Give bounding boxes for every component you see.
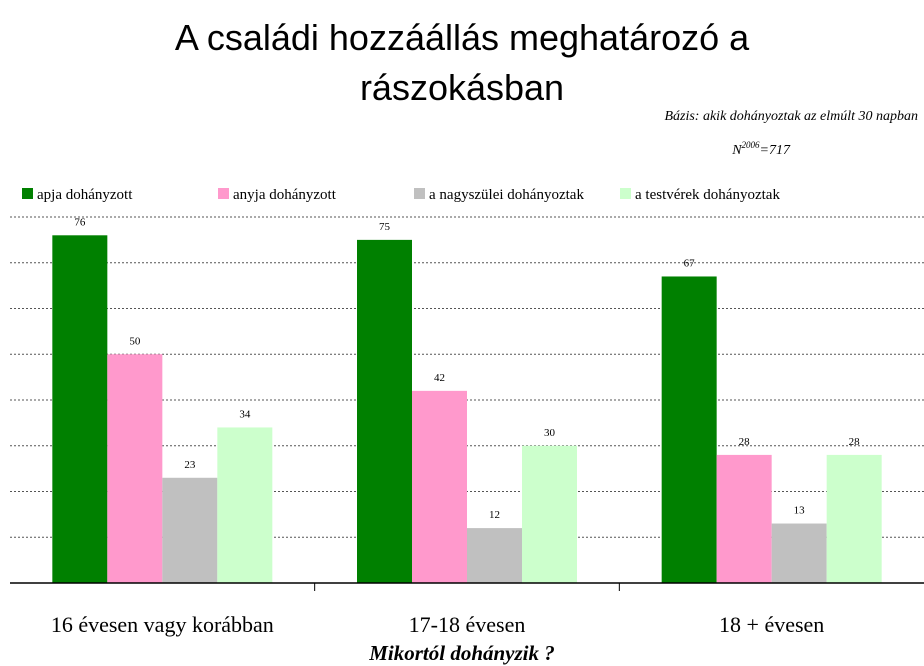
data-label: 34 bbox=[239, 408, 251, 420]
legend-swatch bbox=[22, 188, 33, 199]
legend-label: a testvérek dohányoztak bbox=[635, 187, 780, 203]
data-label: 30 bbox=[544, 427, 556, 439]
data-label: 13 bbox=[794, 505, 806, 517]
annotation: 2006 bbox=[742, 140, 761, 150]
legend-swatch bbox=[620, 188, 631, 199]
data-label: 42 bbox=[434, 372, 445, 384]
data-label: 50 bbox=[129, 335, 141, 347]
x-axis-label: Mikortól dohányzik ? bbox=[368, 641, 555, 665]
legend-swatch bbox=[414, 188, 425, 199]
annotation: =717 bbox=[760, 143, 791, 158]
chart-title: A családi hozzáállás meghatározó a bbox=[175, 17, 750, 58]
data-label: 67 bbox=[684, 257, 696, 269]
legend-label: a nagyszülei dohányoztak bbox=[429, 187, 584, 203]
chart-title: rászokásban bbox=[360, 67, 564, 108]
bar bbox=[522, 445, 577, 583]
data-label: 23 bbox=[184, 459, 196, 471]
bar bbox=[826, 454, 882, 583]
data-label: 76 bbox=[74, 216, 86, 228]
data-label: 28 bbox=[849, 436, 861, 448]
bar bbox=[661, 276, 717, 583]
bar bbox=[217, 427, 273, 583]
bar bbox=[357, 239, 412, 583]
bar bbox=[467, 528, 522, 583]
legend-label: apja dohányzott bbox=[37, 187, 133, 203]
bar bbox=[771, 523, 827, 583]
x-tick-label: 16 évesen vagy korábban bbox=[51, 612, 274, 637]
x-tick-label: 18 + évesen bbox=[719, 612, 824, 637]
bar bbox=[412, 390, 467, 583]
bar bbox=[162, 477, 218, 583]
annotation: Bázis: akik dohányoztak az elmúlt 30 nap… bbox=[664, 109, 918, 124]
bar bbox=[716, 454, 772, 583]
legend-label: anyja dohányzott bbox=[233, 187, 337, 203]
data-label: 12 bbox=[489, 509, 500, 521]
data-label: 28 bbox=[739, 436, 751, 448]
x-tick-label: 17-18 évesen bbox=[409, 612, 526, 637]
annotation: N bbox=[731, 143, 742, 158]
legend-swatch bbox=[218, 188, 229, 199]
bar bbox=[52, 235, 108, 584]
bar bbox=[107, 354, 163, 583]
annotation: N2006=717 bbox=[731, 140, 791, 158]
data-label: 75 bbox=[379, 221, 391, 233]
